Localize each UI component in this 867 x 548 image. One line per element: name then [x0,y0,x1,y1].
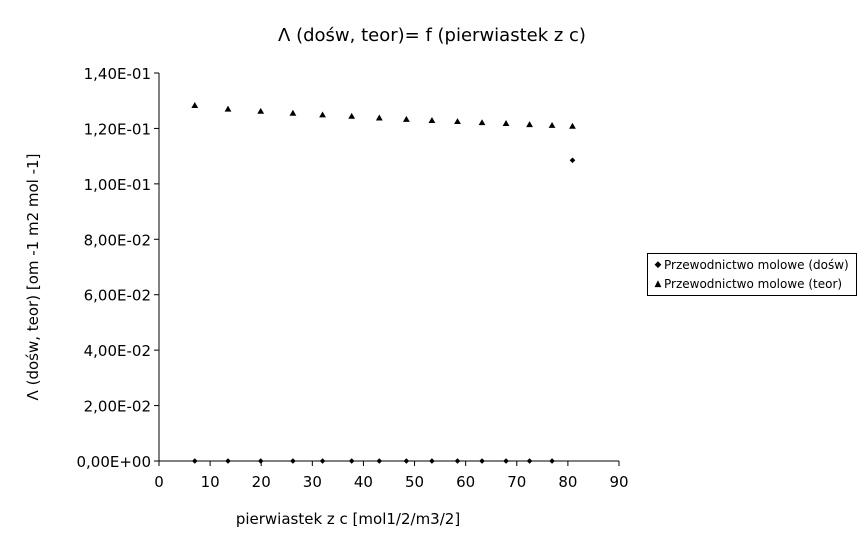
data-point-teor [191,102,199,108]
x-axis-label: pierwiastek z c [mol1/2/m3/2] [236,510,460,528]
x-tick-label: 20 [252,473,271,491]
chart-title: Λ (dośw, teor)= f (pierwiastek z c) [278,25,586,46]
x-tick-label: 60 [456,473,475,491]
data-point-teor [257,107,265,114]
data-point-dosw [376,458,383,464]
data-point-dosw [290,458,296,464]
y-tick-label: 8,00E-02 [84,231,151,249]
data-point-dosw [479,458,485,464]
data-point-dosw [429,458,435,464]
y-tick-label: 6,00E-02 [84,287,151,305]
legend-item-dosw: ◆ Przewodnictwo molowe (dośw) [652,256,849,274]
legend-item-teor: ▲ Przewodnictwo molowe (teor) [652,275,843,293]
y-tick-label: 1,20E-01 [84,120,151,138]
legend: ◆ Przewodnictwo molowe (dośw) ▲ Przewodnic… [647,253,857,296]
y-axis-label: Λ (dośw, teor) [om -1 m2 mol -1] [24,154,42,401]
data-point-teor [526,121,533,128]
data-point-teor [569,122,576,129]
triangle-marker-icon: ▲ [654,279,662,289]
x-tick-label: 90 [609,473,628,491]
axes: 0,00E+00 2,00E-02 4,00E-02 6,00E-02 8,00E-02… [76,65,628,491]
x-tick-label: 50 [405,473,424,491]
data-point-dosw [191,458,198,464]
diamond-marker-icon: ◆ [654,260,662,270]
x-tick-label: 40 [354,473,373,491]
data-point-teor [428,116,436,123]
data-point-teor [289,109,297,116]
data-point-teor [348,112,356,119]
x-tick-label: 0 [154,473,164,491]
data-point-dosw [549,458,555,464]
x-tick-label: 10 [201,473,220,491]
plot-area [191,102,576,464]
data-point-dosw [403,458,410,464]
data-point-teor [478,119,486,126]
data-point-teor [502,120,510,126]
data-point-dosw [348,458,355,464]
y-tick-label: 4,00E-02 [84,342,151,360]
x-tick-label: 80 [558,473,577,491]
data-point-teor [375,114,383,121]
data-point-teor [402,115,410,122]
y-tick-label: 0,00E+00 [76,453,151,471]
x-tick-label: 30 [303,473,322,491]
y-tick-label: 1,00E-01 [84,176,151,194]
data-point-dosw [526,458,533,464]
legend-label-dosw: Przewodnictwo molowe (dośw) [664,258,849,272]
legend-label-teor: Przewodnictwo molowe (teor) [664,277,843,291]
data-point-teor [548,121,556,128]
x-tick-label: 70 [507,473,526,491]
y-tick-label: 1,40E-01 [84,65,151,83]
data-point-teor [319,111,326,118]
data-point-dosw [503,458,509,464]
data-point-dosw [454,458,461,464]
data-point-teor [224,105,232,112]
y-tick-label: 2,00E-02 [84,398,151,416]
data-point-dosw [257,458,264,464]
data-point-dosw [225,458,231,464]
data-point-dosw [569,157,576,164]
data-point-dosw [319,458,326,464]
data-point-teor [454,118,461,125]
